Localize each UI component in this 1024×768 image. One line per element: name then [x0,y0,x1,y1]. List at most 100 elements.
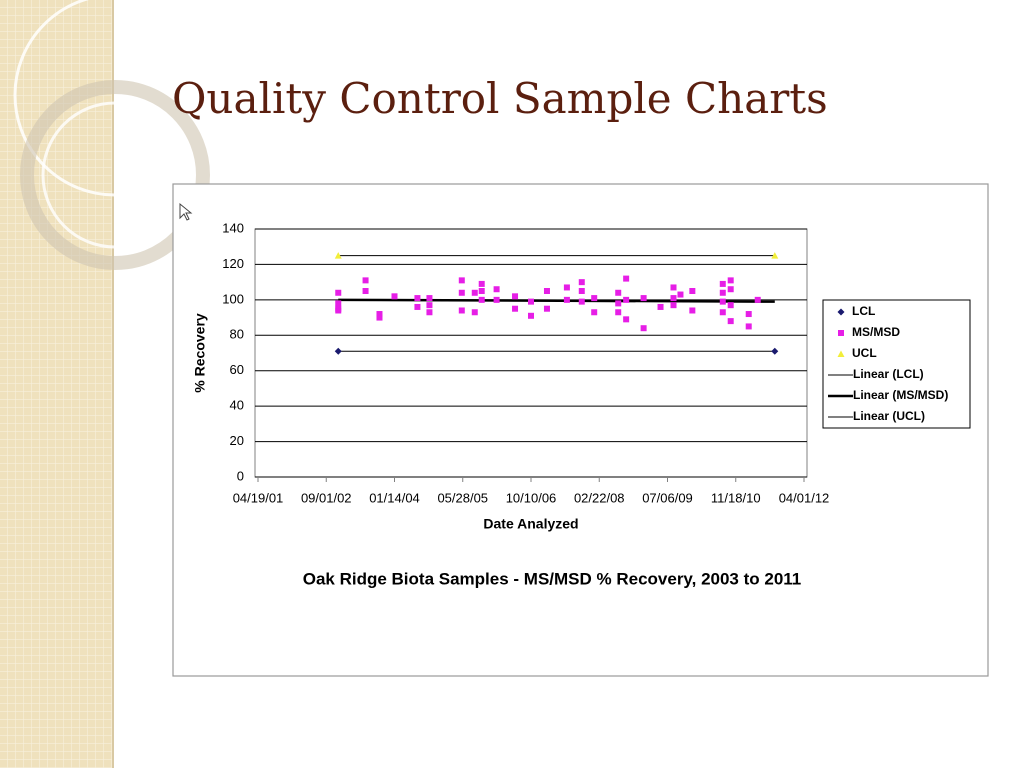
legend-label: Linear (LCL) [853,367,924,381]
marker-square [591,309,598,316]
marker-square [458,307,465,314]
marker-square [689,288,696,294]
marker-square [719,289,726,296]
marker-square [414,295,421,302]
marker-square [543,305,550,312]
marker-square [512,305,519,312]
legend-box [822,299,971,429]
marker-square [670,284,677,291]
side-decoration [0,0,217,768]
x-tick-label: 04/19/01 [233,490,284,505]
marker-square [528,312,534,319]
marker-square [563,296,570,303]
legend: LCL MS/MSD UCL Linear (LCL) Linear (MS/MSD) L… [822,299,971,429]
x-tick-label: 02/22/08 [574,490,625,505]
marker-square [335,289,342,296]
x-tick-label: 04/01/12 [779,490,830,505]
marker-square [591,295,598,302]
legend-label: UCL [852,346,877,360]
marker-diamond [771,347,779,355]
x-tick-label: 05/28/05 [437,490,488,505]
chart: 0 20 40 60 80 100 120 140 04/19/01 09/01/02 01/14/… [192,220,971,588]
marker-square [670,295,677,302]
marker-square [578,298,585,305]
marker-square [414,303,421,310]
marker-diamond [334,347,342,355]
marker-square [615,309,622,316]
marker-square [838,330,844,336]
marker-square [640,295,647,302]
marker-square [719,280,726,287]
marker-square [376,314,383,321]
marker-square [362,277,369,284]
marker-triangle [334,252,342,259]
marker-square [719,309,726,316]
x-tick-label: 09/01/02 [301,490,352,505]
x-tick-label: 01/14/04 [369,490,420,505]
marker-triangle [771,252,779,259]
marker-square [335,307,342,314]
marker-square [657,303,664,310]
marker-square [727,277,734,284]
y-tick-label: 140 [222,220,244,235]
marker-square [512,293,519,300]
marker-square [391,293,398,300]
plot-area [254,228,808,478]
x-tick-label: 10/10/06 [506,490,557,505]
marker-square [623,316,630,323]
marker-square [745,323,752,330]
trend-line [338,298,775,303]
cursor-icon [179,202,193,221]
marker-square [719,298,726,305]
y-tick-label: 40 [230,398,244,413]
y-tick-label: 60 [230,362,244,377]
x-tick-label: 07/06/09 [642,490,693,505]
marker-square [689,307,696,314]
marker-square [376,311,383,318]
marker-square [478,288,485,294]
y-tick-label: 120 [222,256,244,271]
marker-square [623,296,630,303]
legend-label: MS/MSD [852,325,900,339]
marker-diamond [837,308,845,316]
marker-square [745,311,752,318]
y-axis-label: % Recovery [192,313,208,393]
marker-square [670,302,677,309]
marker-square [578,279,585,286]
marker-square [563,284,570,291]
legend-label: LCL [852,304,875,318]
marker-square [493,296,500,303]
marker-square [362,288,369,294]
marker-square [623,275,630,282]
slide-title: Quality Control Sample Charts [172,74,828,123]
legend-label: Linear (UCL) [853,409,925,423]
marker-square [471,289,478,296]
marker-triangle [837,350,845,357]
marker-square [335,300,342,307]
x-tick-label: 11/18/10 [711,490,761,505]
y-tick-label: 80 [230,327,244,342]
marker-square [478,296,485,303]
marker-square [458,277,465,284]
y-tick-label: 0 [237,468,244,483]
marker-square [727,318,734,325]
marker-square [471,309,478,316]
marker-square [727,286,734,293]
marker-square [640,325,647,332]
chart-title: Oak Ridge Biota Samples - MS/MSD % Recov… [303,569,802,588]
marker-square [677,291,684,298]
x-axis-label: Date Analyzed [483,516,578,532]
marker-square [426,302,433,309]
marker-square [615,289,622,296]
marker-square [458,289,465,296]
marker-square [727,302,734,309]
marker-square [578,288,585,294]
marker-square [493,286,500,293]
y-tick-label: 20 [230,433,244,448]
marker-square [615,300,622,307]
marker-square [528,298,534,305]
marker-square [426,295,433,302]
marker-square [543,288,550,294]
marker-square [754,296,761,303]
marker-square [426,309,433,316]
